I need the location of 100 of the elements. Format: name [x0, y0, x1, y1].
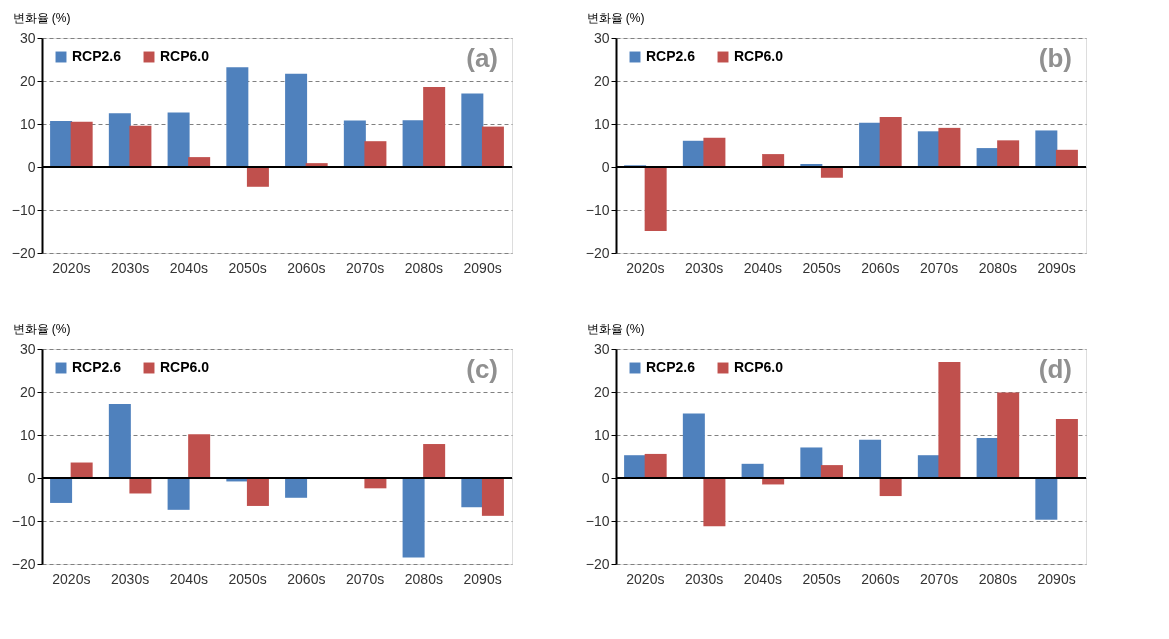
y-tick-label: 20: [593, 383, 610, 400]
x-tick-label: 2080s: [404, 259, 443, 276]
y-tick-label: 20: [593, 72, 610, 89]
bar: [1035, 130, 1058, 167]
y-tick-label: 30: [593, 29, 610, 46]
x-tick-label: 2060s: [861, 259, 900, 276]
bar: [741, 463, 764, 478]
bar: [1055, 419, 1078, 478]
bar: [762, 154, 785, 167]
x-tick-label: 2060s: [287, 570, 326, 587]
y-axis-title: 변화율 (%): [586, 10, 645, 25]
bar: [343, 120, 366, 167]
y-tick-label: −20: [11, 244, 36, 261]
x-tick-label: 2070s: [346, 570, 385, 587]
bar: [938, 127, 961, 167]
x-tick-label: 2050s: [228, 259, 267, 276]
x-tick-label: 2020s: [52, 570, 91, 587]
x-tick-label: 2040s: [169, 570, 208, 587]
bar: [167, 112, 190, 167]
bar: [461, 93, 484, 167]
bar: [461, 478, 484, 508]
y-tick-label: −20: [585, 244, 610, 261]
bar: [70, 121, 93, 167]
x-tick-label: 2030s: [111, 259, 150, 276]
legend-label: RCP6.0: [734, 359, 784, 375]
legend-label: RCP2.6: [72, 48, 122, 64]
y-tick-label: 10: [593, 426, 610, 443]
x-tick-label: 2070s: [346, 259, 385, 276]
bar: [879, 117, 902, 167]
bar: [644, 453, 667, 478]
bar: [423, 87, 446, 167]
y-tick-label: 0: [27, 158, 36, 175]
y-axis-title: 변화율 (%): [586, 321, 645, 336]
bar: [938, 361, 961, 478]
bar: [402, 478, 425, 558]
y-axis-title: 변화율 (%): [12, 10, 71, 25]
x-tick-label: 2070s: [920, 570, 959, 587]
legend-label: RCP6.0: [160, 359, 210, 375]
y-tick-label: −20: [11, 555, 36, 572]
x-tick-label: 2050s: [802, 259, 841, 276]
bar: [70, 462, 93, 478]
x-tick-label: 2050s: [228, 570, 267, 587]
bar: [997, 392, 1020, 478]
y-tick-label: 0: [27, 469, 36, 486]
chart-title: (d): [1038, 354, 1072, 384]
y-axis-title: 변화율 (%): [12, 321, 71, 336]
y-tick-label: −10: [11, 512, 36, 529]
bar: [1055, 149, 1078, 167]
y-tick-label: 30: [19, 29, 36, 46]
bar: [226, 67, 249, 167]
bar: [1035, 478, 1058, 520]
legend-label: RCP6.0: [734, 48, 784, 64]
x-tick-label: 2040s: [743, 259, 782, 276]
bar: [188, 434, 211, 478]
x-tick-label: 2030s: [111, 570, 150, 587]
bar: [108, 113, 131, 167]
x-tick-label: 2080s: [978, 570, 1017, 587]
bar: [859, 439, 882, 478]
x-tick-label: 2090s: [1037, 259, 1076, 276]
x-tick-label: 2060s: [861, 570, 900, 587]
x-tick-label: 2020s: [626, 570, 665, 587]
bar: [188, 157, 211, 167]
y-tick-label: 20: [19, 72, 36, 89]
y-tick-label: 0: [601, 158, 610, 175]
legend-label: RCP2.6: [646, 48, 696, 64]
bar: [481, 126, 504, 167]
bar: [997, 140, 1020, 167]
legend-label: RCP6.0: [160, 48, 210, 64]
bar: [285, 478, 308, 498]
legend-label: RCP2.6: [72, 359, 122, 375]
bar: [167, 478, 190, 510]
x-tick-label: 2020s: [52, 259, 91, 276]
x-tick-label: 2060s: [287, 259, 326, 276]
y-tick-label: 10: [593, 115, 610, 132]
bar: [50, 120, 73, 167]
bar: [129, 478, 152, 494]
y-tick-label: −10: [11, 201, 36, 218]
bar: [703, 478, 726, 527]
chart-title: (c): [466, 354, 498, 384]
y-tick-label: 20: [19, 383, 36, 400]
x-tick-label: 2030s: [685, 570, 724, 587]
bar: [800, 447, 823, 478]
x-tick-label: 2090s: [463, 259, 502, 276]
x-tick-label: 2090s: [463, 570, 502, 587]
y-tick-label: −20: [585, 555, 610, 572]
y-tick-label: 10: [19, 426, 36, 443]
y-tick-label: 30: [19, 340, 36, 357]
bar: [108, 404, 131, 478]
y-tick-label: 30: [593, 340, 610, 357]
x-tick-label: 2070s: [920, 259, 959, 276]
legend-label: RCP2.6: [646, 359, 696, 375]
bar: [682, 413, 705, 478]
bar: [423, 444, 446, 478]
chart-title: (b): [1038, 43, 1072, 73]
bar: [481, 478, 504, 516]
chart-title: (a): [466, 43, 498, 73]
x-tick-label: 2080s: [978, 259, 1017, 276]
bar: [364, 141, 387, 167]
bar: [820, 465, 843, 478]
y-tick-label: −10: [585, 512, 610, 529]
